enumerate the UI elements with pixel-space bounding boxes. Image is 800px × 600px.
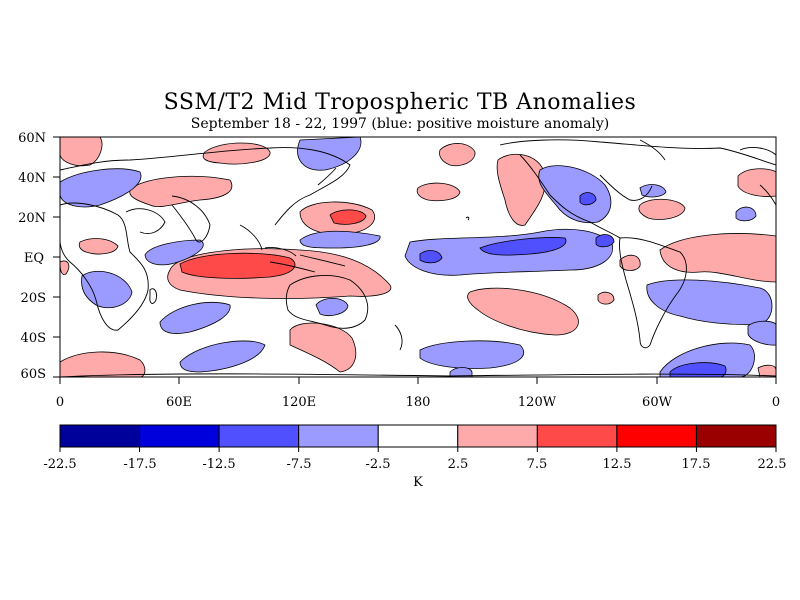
strong-negative-anomaly-core xyxy=(419,250,443,264)
lat-label-60n: 60N xyxy=(18,131,46,146)
lon-label-60e: 60E xyxy=(166,395,192,410)
lat-label-40s: 40S xyxy=(21,331,46,346)
strong-negative-anomaly-core xyxy=(595,234,615,248)
positive-anomaly-region xyxy=(638,198,686,220)
colorbar-tick-label: 2.5 xyxy=(448,457,469,472)
colorbar-tick-label: 17.5 xyxy=(682,457,711,472)
colorbar-tick-label: -12.5 xyxy=(202,457,235,472)
positive-anomaly-region xyxy=(467,287,579,336)
coastlines xyxy=(60,139,776,377)
lat-label-40n: 40N xyxy=(18,171,46,186)
lon-label-180: 180 xyxy=(406,395,431,410)
positive-anomaly-region xyxy=(60,137,103,167)
map-title: SSM/T2 Mid Tropospheric TB Anomalies xyxy=(163,90,637,115)
colorbar-swatch xyxy=(298,424,379,448)
lat-label-60s: 60S xyxy=(21,367,46,382)
colorbar-swatch xyxy=(536,424,618,448)
strong-positive-anomaly-core xyxy=(329,209,367,225)
positive-anomaly-region xyxy=(439,143,476,167)
strong-negative-anomaly-core xyxy=(479,237,567,256)
strong-negative-anomaly-core xyxy=(579,192,597,206)
negative-anomaly-region xyxy=(449,367,473,377)
colorbar-tick-label: -7.5 xyxy=(286,457,311,472)
positive-anomaly-region xyxy=(60,260,70,275)
colorbar-swatch xyxy=(695,424,777,448)
negative-anomaly-region xyxy=(419,340,525,369)
positive-anomaly-region xyxy=(659,233,776,283)
positive-anomaly-region xyxy=(757,364,776,377)
colorbar-swatch xyxy=(139,424,220,448)
positive-anomaly-region xyxy=(129,176,233,208)
colorbar-tick-label: -17.5 xyxy=(123,457,156,472)
negative-anomaly-region xyxy=(81,270,133,309)
negative-anomaly-region xyxy=(179,340,266,373)
colorbar-tick-label: 12.5 xyxy=(603,457,632,472)
negative-anomaly-region xyxy=(144,239,204,266)
colorbar-swatch xyxy=(377,424,459,448)
colorbar-swatch xyxy=(59,424,141,448)
lon-label-60w: 60W xyxy=(642,395,673,410)
negative-anomaly-region xyxy=(747,320,776,346)
strong-positive-anomaly-core xyxy=(179,252,296,279)
latitude-axis xyxy=(53,136,60,378)
negative-anomaly-region xyxy=(639,184,667,198)
negative-anomaly-region xyxy=(159,301,231,334)
negative-anomaly-region xyxy=(60,168,142,208)
anomaly-field xyxy=(60,137,776,377)
positive-anomaly-region xyxy=(202,142,271,165)
lat-label-20s: 20S xyxy=(21,291,46,306)
map-subtitle: September 18 - 22, 1997 (blue: positive … xyxy=(190,116,610,132)
lon-label-120w: 120W xyxy=(518,395,557,410)
negative-anomaly-region xyxy=(735,206,757,222)
negative-anomaly-region xyxy=(299,230,381,249)
negative-anomaly-region xyxy=(538,165,612,224)
colorbar-unit-label: K xyxy=(413,475,423,490)
positive-anomaly-region xyxy=(597,291,615,305)
colorbar-swatch xyxy=(616,424,697,448)
colorbar-tick-label: -2.5 xyxy=(365,457,390,472)
lat-label-20n: 20N xyxy=(18,211,46,226)
colorbar-tick-label: 22.5 xyxy=(758,457,787,472)
positive-anomaly-region xyxy=(78,238,119,255)
longitude-axis xyxy=(59,377,777,384)
negative-anomaly-region xyxy=(315,297,349,316)
lat-label-eq: EQ xyxy=(24,251,44,266)
colorbar-tick-label: -22.5 xyxy=(43,457,76,472)
colorbar: -22.5 -17.5 -12.5 -7.5 -2.5 2.5 7.5 12.5… xyxy=(43,424,787,490)
positive-anomaly-region xyxy=(737,168,776,197)
colorbar-swatch xyxy=(218,424,300,448)
positive-anomaly-region xyxy=(496,153,546,226)
positive-anomaly-region xyxy=(416,182,461,202)
colorbar-tick-label: 7.5 xyxy=(527,457,548,472)
lon-label-120e: 120E xyxy=(282,395,316,410)
lon-label-0-east: 0 xyxy=(772,395,780,410)
colorbar-swatch xyxy=(457,424,538,448)
lon-label-0: 0 xyxy=(56,395,64,410)
